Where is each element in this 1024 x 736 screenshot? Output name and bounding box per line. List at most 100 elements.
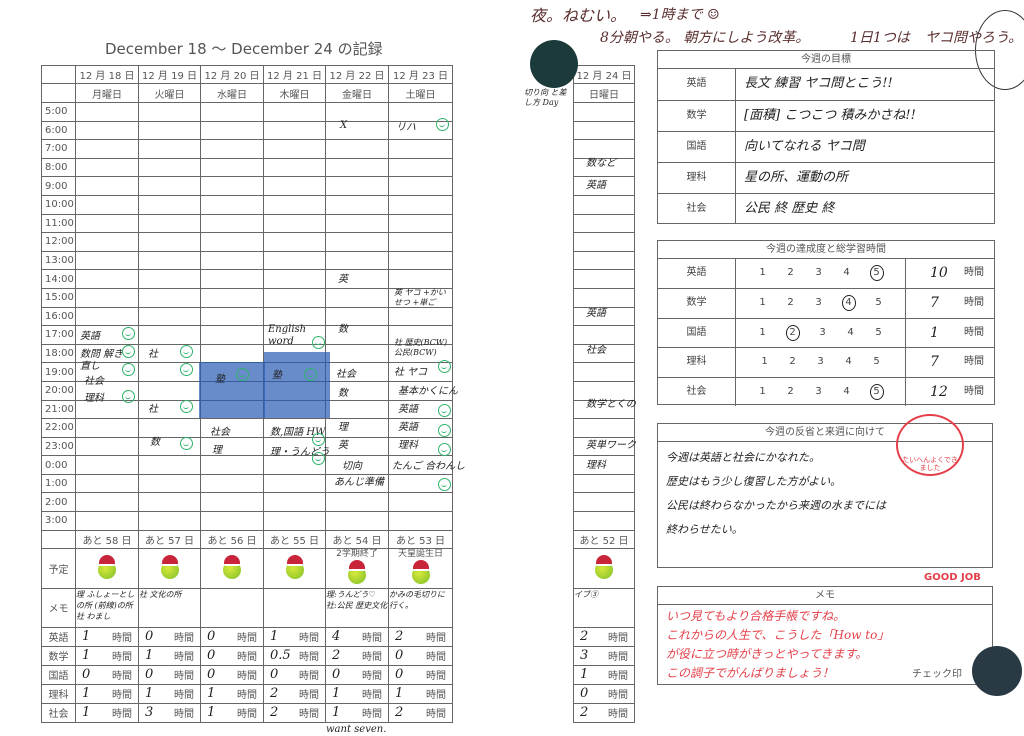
countdown: あと 54 日 bbox=[325, 529, 389, 549]
time-row bbox=[573, 120, 635, 141]
time-slot bbox=[573, 139, 635, 159]
time-label: 14:00 bbox=[41, 269, 76, 289]
time-row bbox=[573, 139, 635, 159]
time-row bbox=[573, 492, 635, 513]
time-slot bbox=[138, 269, 201, 289]
time-slot bbox=[200, 176, 264, 196]
subject-label: 国語 bbox=[41, 664, 76, 685]
time-slot bbox=[138, 176, 201, 196]
time-label: 12:00 bbox=[41, 232, 76, 252]
hours-cell: 1 時間 bbox=[200, 702, 264, 723]
time-slot bbox=[388, 343, 453, 364]
hours-unit: 時間 bbox=[964, 267, 984, 278]
handwritten-note: 理科 bbox=[586, 460, 606, 471]
handwritten-note: 社 歴史(BCW) 公民(BCW) bbox=[394, 338, 448, 357]
smiley-icon bbox=[312, 452, 325, 465]
time-slot bbox=[573, 362, 635, 382]
hours-value: 0 bbox=[580, 686, 589, 702]
note-line: 1日1つは bbox=[850, 30, 910, 46]
time-slot bbox=[200, 269, 264, 289]
weekday-header: 木曜日 bbox=[263, 83, 326, 103]
time-label: 2:00 bbox=[41, 492, 76, 513]
time-slot bbox=[75, 213, 139, 234]
achievement-scale: 1 2 3 4 5 bbox=[736, 348, 906, 377]
handwritten-note: 数など bbox=[586, 158, 616, 169]
time-slot bbox=[573, 287, 635, 308]
goal-row: 数学 [面積] こつこつ 積みかさね!! bbox=[658, 100, 994, 131]
handwritten-note: 英 bbox=[338, 274, 348, 285]
hours-cell: 0 時間 bbox=[200, 645, 264, 666]
reflection-box: 今週の反省と来週に向けて 今週は英語と社会にかなれた。 歴史はもう少し復習した方が… bbox=[657, 423, 993, 568]
time-slot bbox=[388, 511, 453, 531]
row-label: 予定 bbox=[41, 547, 76, 589]
time-slot bbox=[263, 250, 326, 271]
handwritten-note: 社 bbox=[148, 349, 158, 360]
total-hours: 7 時間 bbox=[906, 348, 994, 376]
time-row: 6:00 bbox=[41, 120, 453, 141]
hours-cell: 0 時間 bbox=[200, 626, 264, 647]
time-row bbox=[573, 511, 635, 531]
smiley-icon bbox=[122, 390, 135, 403]
time-row: 5:00 bbox=[41, 102, 453, 122]
hours-cell: 1 時間 bbox=[138, 645, 201, 666]
smiley-icon bbox=[438, 478, 451, 491]
time-slot bbox=[138, 157, 201, 178]
time-slot bbox=[388, 436, 453, 457]
time-slot bbox=[263, 306, 326, 327]
handwritten-note: 切り向 と差し方 Day bbox=[524, 88, 567, 107]
memo-cell: かみの毛切りに行く。 bbox=[388, 587, 453, 628]
hours-unit: 時間 bbox=[362, 671, 382, 683]
teacher-comment-line: この調子でがんばりましょう！ bbox=[666, 666, 835, 680]
plan-cell: 2学期終了 bbox=[325, 547, 389, 589]
hours-cell: 1 時間 bbox=[573, 664, 635, 685]
date-header: 12 月 19 日 bbox=[138, 65, 201, 84]
time-slot bbox=[138, 492, 201, 513]
hours-unit: 時間 bbox=[608, 633, 628, 645]
memo-text: 社 文化の所 bbox=[139, 589, 182, 599]
achievement-subject: 社会 bbox=[658, 377, 736, 406]
hours-unit: 時間 bbox=[964, 297, 984, 309]
time-slot bbox=[263, 287, 326, 308]
countdown: あと 52 日 bbox=[573, 529, 635, 549]
memo-text: かみの毛切りに行く。 bbox=[389, 589, 446, 610]
scale-option: 5 bbox=[875, 326, 882, 338]
time-slot bbox=[388, 418, 453, 438]
time-slot bbox=[325, 380, 389, 401]
time-label: 21:00 bbox=[41, 399, 76, 420]
hours-unit: 時間 bbox=[112, 652, 132, 664]
time-slot bbox=[388, 157, 453, 178]
time-slot bbox=[200, 157, 264, 178]
time-slot bbox=[388, 325, 453, 345]
memo-cell: 理 ふしょーとしの所 (前線)の所 社 わまし bbox=[75, 587, 139, 628]
time-row bbox=[573, 232, 635, 252]
santa-smiley-sticker-icon bbox=[285, 554, 304, 579]
time-slot bbox=[263, 120, 326, 141]
weekday-header: 火曜日 bbox=[138, 83, 201, 103]
plan-cell: 天皇誕生日 bbox=[388, 547, 453, 589]
scale-option: 2 bbox=[787, 385, 794, 397]
hours-unit: 時間 bbox=[426, 671, 446, 683]
hours-cell: 0 時間 bbox=[75, 664, 139, 685]
hours-value: 0 bbox=[207, 667, 216, 683]
achievement-table: 今週の達成度と総学習時間 英語 1 2 3 4 5 10 時間 数学 1 2 3 4 5 7 時間 国語 1 2 3 4… bbox=[657, 240, 995, 406]
hours-unit: 時間 bbox=[237, 633, 257, 645]
handwritten-note: 基本かくにん bbox=[398, 386, 458, 397]
scale-option: 4 bbox=[841, 295, 856, 312]
time-slot bbox=[388, 492, 453, 513]
achievement-row: 英語 1 2 3 4 5 10 時間 bbox=[658, 259, 994, 289]
handwritten-note: 社 ヤコ bbox=[394, 367, 428, 378]
hours-cell: 4 時間 bbox=[325, 626, 389, 647]
countdown: あと 57 日 bbox=[138, 529, 201, 549]
time-slot bbox=[573, 473, 635, 494]
achievement-subject: 数学 bbox=[658, 289, 736, 318]
time-slot bbox=[325, 399, 389, 420]
handwritten-note: たんご 合わんし bbox=[392, 461, 466, 472]
time-slot bbox=[75, 139, 139, 159]
time-label: 9:00 bbox=[41, 176, 76, 196]
time-row bbox=[573, 455, 635, 475]
handwritten-note: 数,国語 HW bbox=[270, 427, 326, 438]
scale-option: 5 bbox=[873, 356, 880, 368]
smiley-icon bbox=[436, 118, 449, 131]
time-row bbox=[573, 436, 635, 457]
hours-unit: 時間 bbox=[426, 652, 446, 664]
